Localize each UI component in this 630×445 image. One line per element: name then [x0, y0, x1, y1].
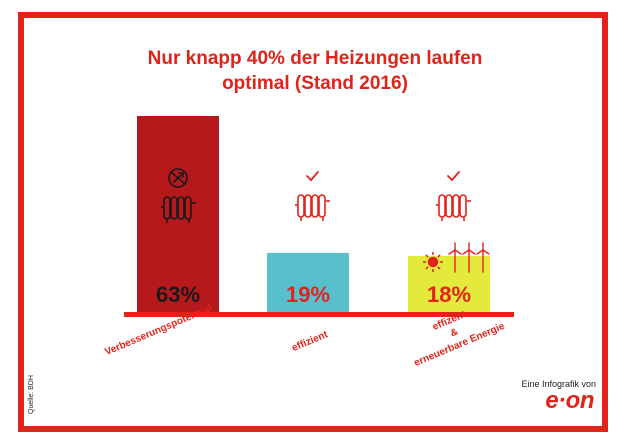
value-label-1: 63%: [156, 282, 200, 307]
wind-turbine-icon-2: [462, 242, 476, 273]
checkmark-icon-2: [447, 171, 460, 182]
radiator-icon-1: [161, 196, 196, 223]
checkmark-icon-1: [306, 171, 319, 182]
radiator-icon-3: [436, 194, 471, 221]
wind-turbine-icon-1: [448, 242, 462, 273]
baseline-axis: [124, 312, 514, 317]
tagline: Eine Infografik von: [521, 379, 596, 389]
value-label-3: 18%: [427, 282, 471, 307]
infographic-frame: [18, 12, 608, 432]
chart-title: Nur knapp 40% der Heizungen laufen optim…: [0, 46, 630, 96]
title-line-2: optimal (Stand 2016): [222, 73, 408, 94]
title-line-1: Nur knapp 40% der Heizungen laufen: [147, 48, 483, 69]
wrench-circle-icon: [168, 168, 188, 188]
wind-turbine-icon-3: [476, 242, 490, 273]
radiator-icon-2: [295, 194, 330, 221]
value-label-2: 19%: [286, 282, 330, 307]
sun-icon: [423, 252, 443, 272]
source-note: Quelle: BDH: [28, 375, 35, 414]
bar-2: [267, 252, 349, 312]
bar-3: [408, 256, 490, 312]
eon-logo: e·on: [545, 387, 594, 414]
